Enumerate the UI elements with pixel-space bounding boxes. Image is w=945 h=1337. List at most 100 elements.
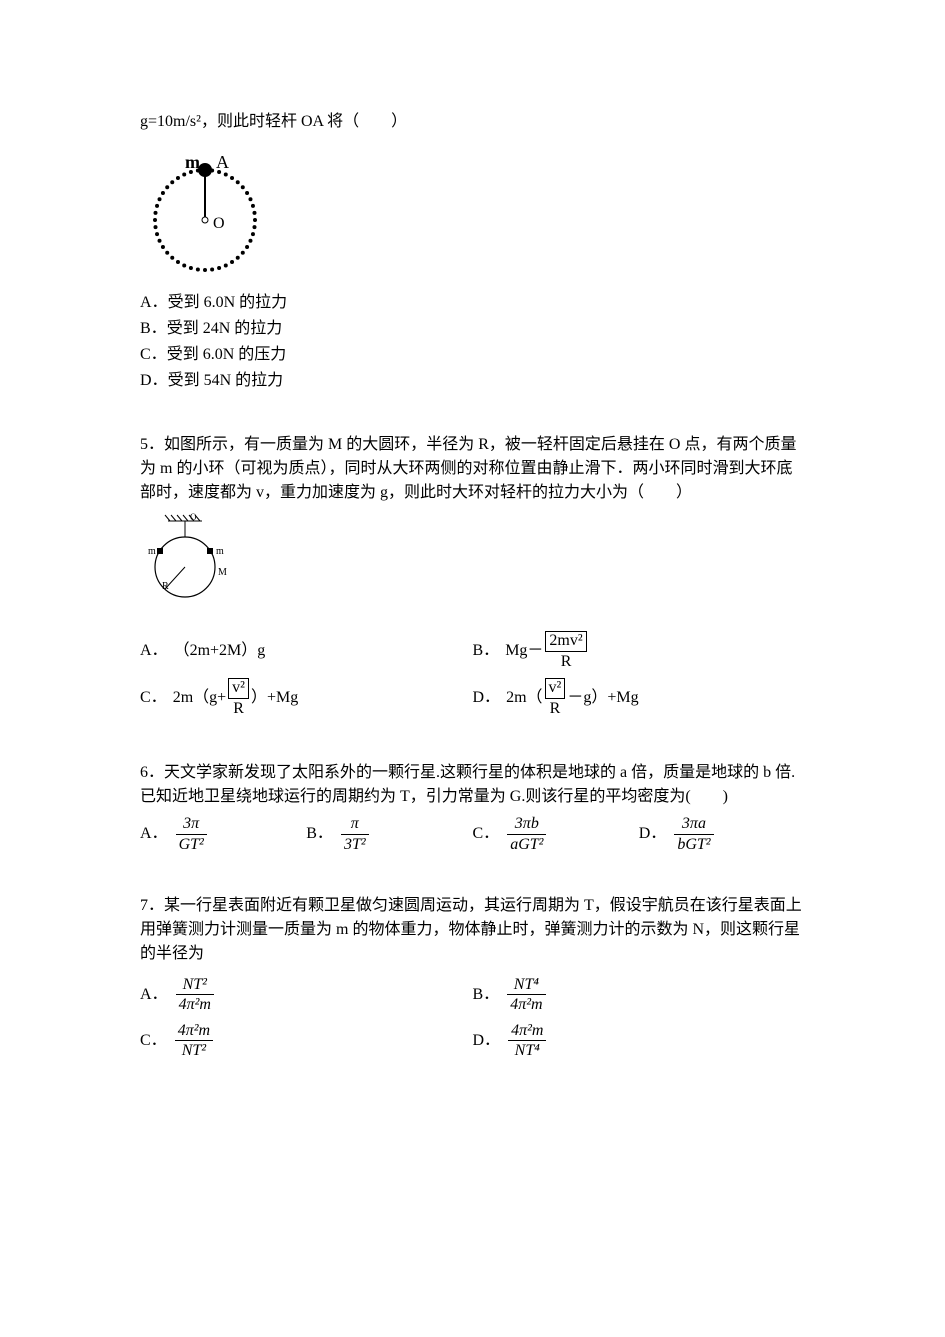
denominator: aGT² <box>507 835 546 854</box>
svg-text:m: m <box>148 546 156 557</box>
svg-text:A: A <box>216 152 229 172</box>
denominator: R <box>545 699 566 718</box>
numerator: NT⁴ <box>507 976 545 996</box>
option-label: A． <box>140 822 168 846</box>
option-label: B． <box>140 320 167 337</box>
denominator: NT² <box>175 1041 213 1060</box>
fraction: NT⁴ 4π²m <box>507 976 545 1014</box>
option-text: 受到 6.0N 的拉力 <box>168 294 288 311</box>
option-label: A． <box>140 639 168 663</box>
svg-text:M: M <box>218 567 227 578</box>
numerator: v² <box>228 678 249 699</box>
q4-option-d: D．受到 54N 的拉力 <box>140 369 805 393</box>
option-text-pre: 2m（g+ <box>173 686 226 710</box>
option-text: 受到 24N 的拉力 <box>167 320 283 337</box>
numerator: v² <box>545 678 566 699</box>
q5-options: A． （2m+2M）g B． Mg－ 2mv² R C． 2m（g+ v² R … <box>140 627 805 721</box>
denominator: R <box>545 652 586 671</box>
denominator: R <box>228 699 249 718</box>
denominator: bGT² <box>674 835 713 854</box>
question-number: 6． <box>140 764 164 781</box>
fraction: 3π GT² <box>176 815 207 853</box>
numerator: 4π²m <box>175 1022 213 1042</box>
option-label: A． <box>140 983 168 1007</box>
fraction: 3πb aGT² <box>507 815 546 853</box>
fraction: 2mv² R <box>545 631 586 670</box>
option-text: 受到 54N 的拉力 <box>168 372 284 389</box>
numerator: π <box>341 815 369 835</box>
numerator: 3πb <box>507 815 546 835</box>
q7-option-b: B． NT⁴ 4π²m <box>473 976 806 1014</box>
denominator: NT⁴ <box>508 1041 546 1060</box>
question-6: 6．天文学家新发现了太阳系外的一颗行星.这颗行星的体积是地球的 a 倍，质量是地… <box>140 761 805 853</box>
denominator: GT² <box>176 835 207 854</box>
numerator: 2mv² <box>545 631 586 652</box>
fraction: 4π²m NT² <box>175 1022 213 1060</box>
denominator: 4π²m <box>176 995 214 1014</box>
q5-option-a: A． （2m+2M）g <box>140 631 473 670</box>
option-text: 受到 6.0N 的压力 <box>167 346 287 363</box>
q7-options: A． NT² 4π²m B． NT⁴ 4π²m C． 4π²m NT² <box>140 972 805 1064</box>
option-text-post: ）+Mg <box>251 686 298 710</box>
option-text-pre: 2m（ <box>506 686 542 710</box>
q6-option-a: A． 3π GT² <box>140 815 306 853</box>
question-5: 5．如图所示，有一质量为 M 的大圆环，半径为 R，被一轻杆固定后悬挂在 O 点… <box>140 433 805 721</box>
q7-option-d: D． 4π²m NT⁴ <box>473 1022 806 1060</box>
q4-figure: O m A <box>140 140 805 283</box>
question-body: 天文学家新发现了太阳系外的一颗行星.这颗行星的体积是地球的 a 倍，质量是地球的… <box>140 764 795 805</box>
denominator: 4π²m <box>507 995 545 1014</box>
q4-intro: g=10m/s²，则此时轻杆 OA 将（ ） <box>140 110 805 134</box>
option-label: A． <box>140 294 168 311</box>
q4-option-b: B．受到 24N 的拉力 <box>140 317 805 341</box>
question-number: 5． <box>140 436 164 453</box>
q6-option-b: B． π 3T² <box>306 815 472 853</box>
option-label: B． <box>473 639 500 663</box>
fraction: π 3T² <box>341 815 369 853</box>
question-body: 如图所示，有一质量为 M 的大圆环，半径为 R，被一轻杆固定后悬挂在 O 点，有… <box>140 436 796 501</box>
numerator: NT² <box>176 976 214 996</box>
option-label: D． <box>473 1029 501 1053</box>
q5-text: 5．如图所示，有一质量为 M 的大圆环，半径为 R，被一轻杆固定后悬挂在 O 点… <box>140 433 805 505</box>
option-text-pre: Mg－ <box>505 639 543 663</box>
q5-option-c: C． 2m（g+ v² R ）+Mg <box>140 678 473 717</box>
fraction: v² R <box>228 678 249 717</box>
option-label: D． <box>639 822 667 846</box>
option-label: C． <box>140 346 167 363</box>
svg-text:m: m <box>185 152 200 172</box>
q7-text: 7．某一行星表面附近有颗卫星做匀速圆周运动，其运行周期为 T，假设宇航员在该行星… <box>140 894 805 966</box>
option-label: C． <box>140 686 167 710</box>
option-label: C． <box>473 822 500 846</box>
question-7: 7．某一行星表面附近有颗卫星做匀速圆周运动，其运行周期为 T，假设宇航员在该行星… <box>140 894 805 1064</box>
q6-text: 6．天文学家新发现了太阳系外的一颗行星.这颗行星的体积是地球的 a 倍，质量是地… <box>140 761 805 809</box>
option-text: （2m+2M）g <box>174 639 266 663</box>
numerator: 3πa <box>674 815 713 835</box>
q4-option-c: C．受到 6.0N 的压力 <box>140 343 805 367</box>
fraction: NT² 4π²m <box>176 976 214 1014</box>
fraction: 3πa bGT² <box>674 815 713 853</box>
svg-text:R: R <box>162 581 169 592</box>
question-number: 7． <box>140 897 164 914</box>
option-label: B． <box>306 822 333 846</box>
numerator: 4π²m <box>508 1022 546 1042</box>
q5-figure: O m m R M <box>140 511 805 619</box>
fraction: v² R <box>545 678 566 717</box>
q4-option-a: A．受到 6.0N 的拉力 <box>140 291 805 315</box>
q7-option-a: A． NT² 4π²m <box>140 976 473 1014</box>
q6-option-d: D． 3πa bGT² <box>639 815 805 853</box>
svg-text:O: O <box>213 215 225 232</box>
fraction: 4π²m NT⁴ <box>508 1022 546 1060</box>
question-body: 某一行星表面附近有颗卫星做匀速圆周运动，其运行周期为 T，假设宇航员在该行星表面… <box>140 897 802 962</box>
option-label: C． <box>140 1029 167 1053</box>
svg-text:O: O <box>190 512 197 522</box>
q6-option-c: C． 3πb aGT² <box>473 815 639 853</box>
q5-option-d: D． 2m（ v² R －g）+Mg <box>473 678 806 717</box>
q6-options: A． 3π GT² B． π 3T² C． 3πb aGT² <box>140 815 805 853</box>
svg-text:m: m <box>216 546 224 557</box>
question-4-tail: g=10m/s²，则此时轻杆 OA 将（ ） O m A A．受到 6.0N 的… <box>140 110 805 393</box>
numerator: 3π <box>176 815 207 835</box>
q7-option-c: C． 4π²m NT² <box>140 1022 473 1060</box>
option-label: D． <box>140 372 168 389</box>
option-text-post: －g）+Mg <box>567 686 638 710</box>
option-label: D． <box>473 686 501 710</box>
q5-option-b: B． Mg－ 2mv² R <box>473 631 806 670</box>
